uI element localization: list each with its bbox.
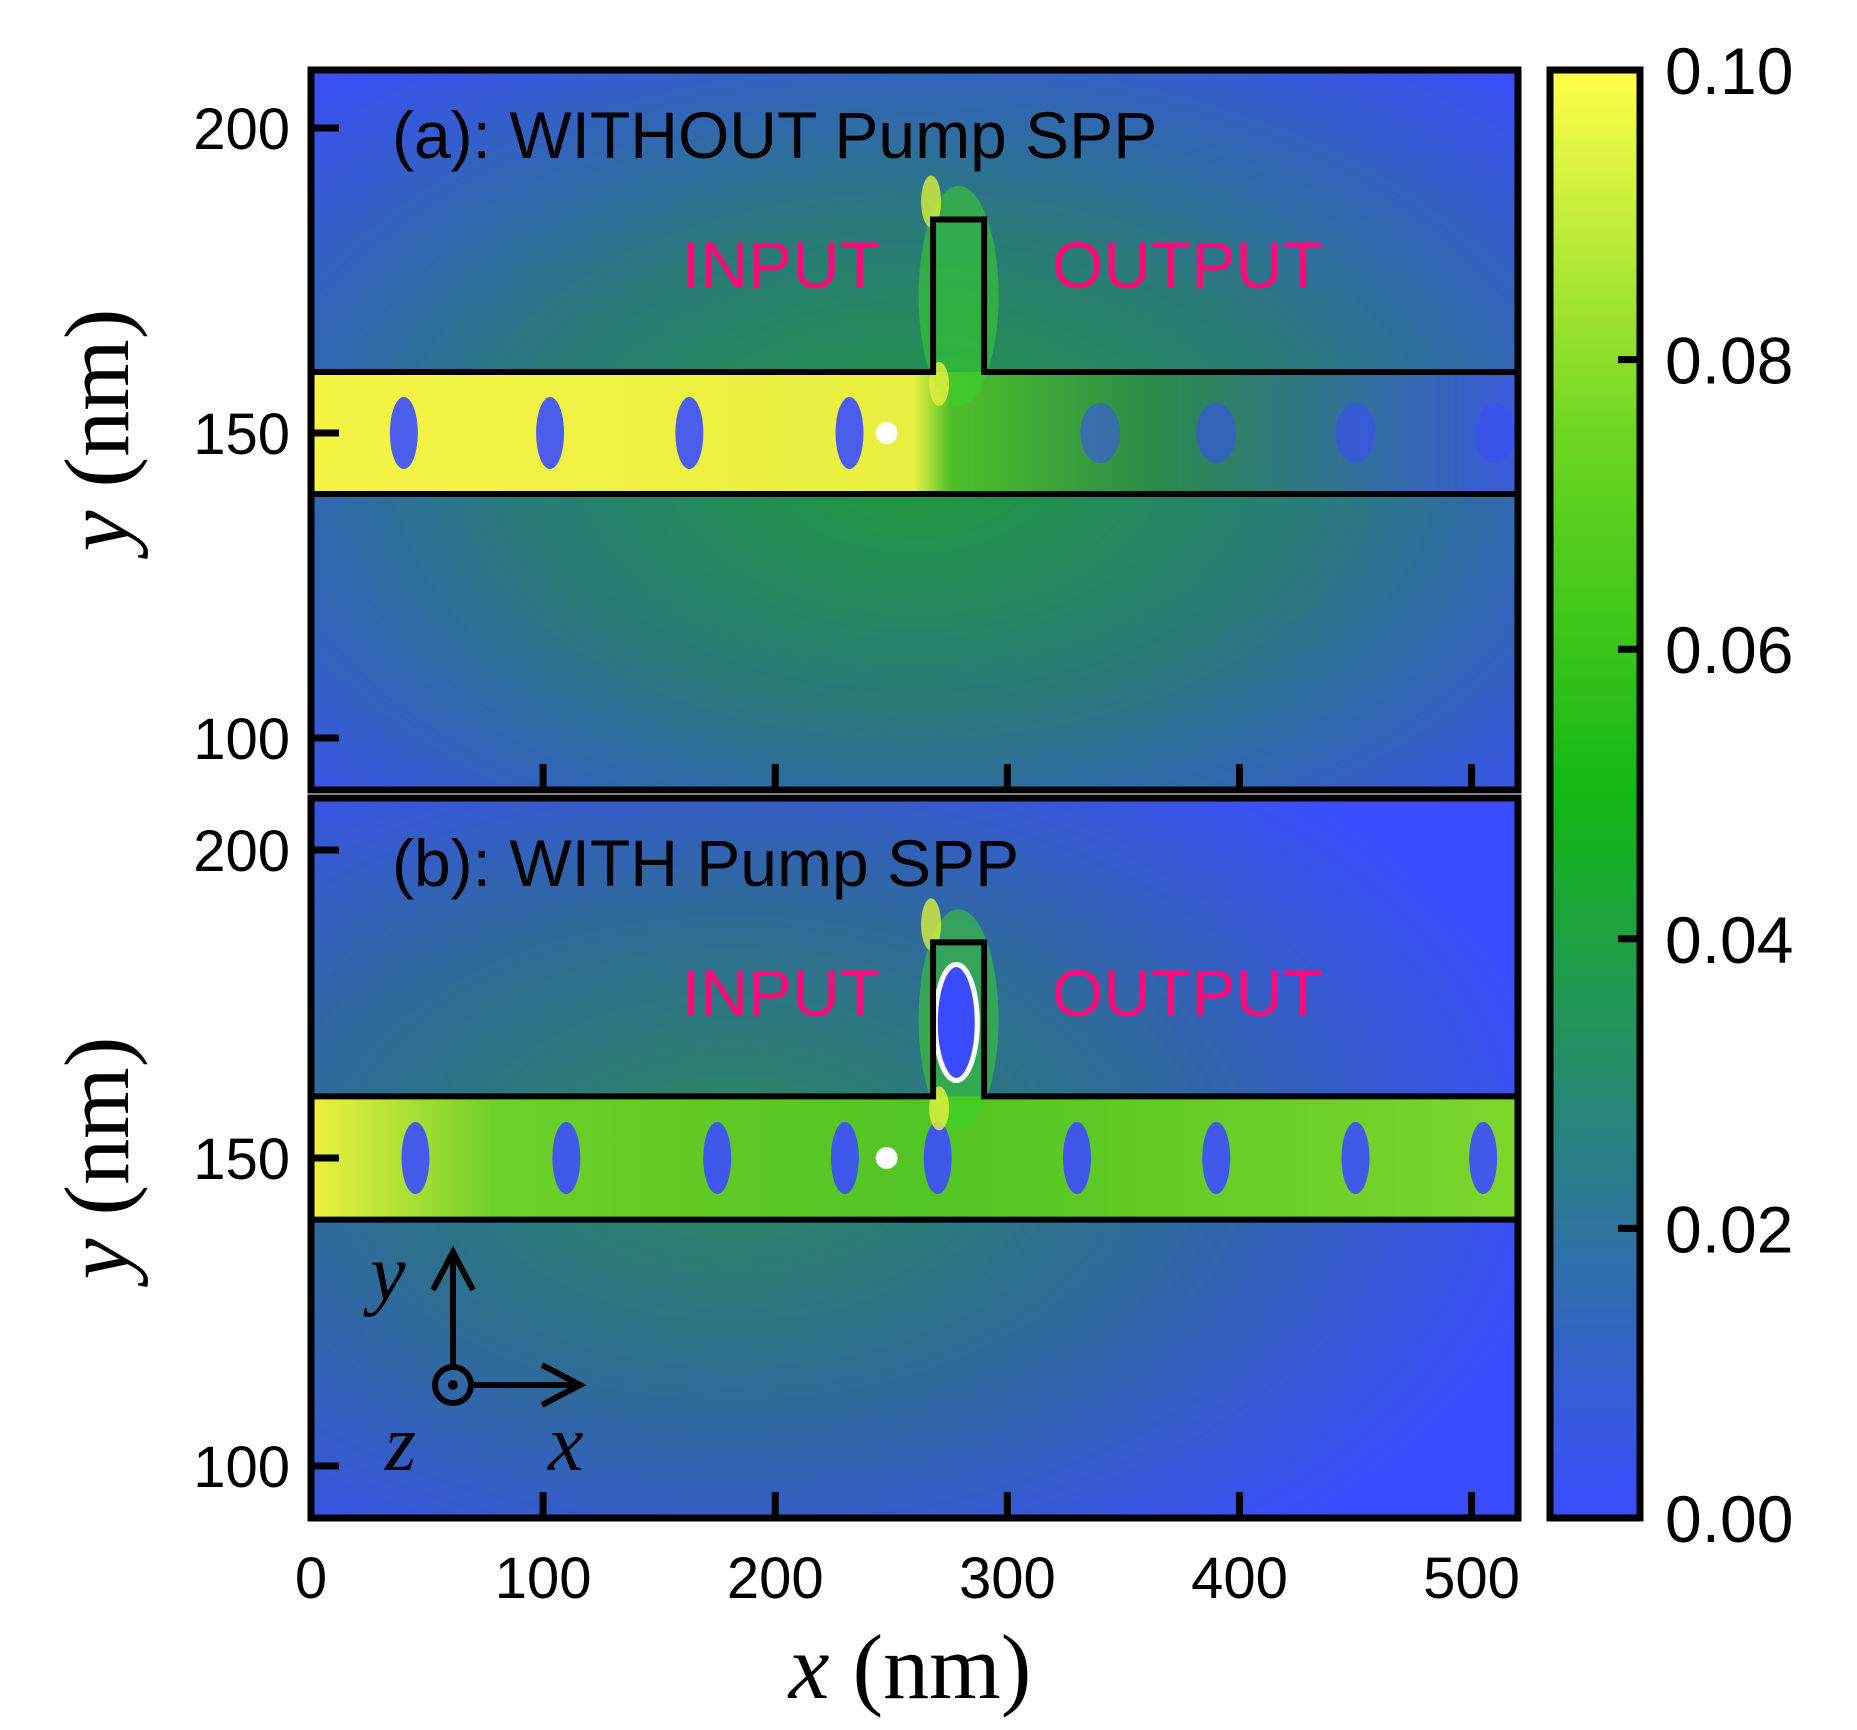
x-tick-label: 500 [1423,1546,1520,1611]
field-node [1469,1122,1498,1194]
field-node [830,1122,859,1194]
colorbar-tick-label: 0.04 [1665,903,1793,977]
colorbar-tick-label: 0.00 [1665,1482,1793,1556]
colorbar-tick-label: 0.02 [1665,1192,1793,1266]
y-axis-var: y [46,1216,148,1288]
y-axis-title: y (nm) [46,309,148,560]
y-axis-var: y [46,488,148,560]
coord-z-dot [448,1380,458,1390]
panel-title: (b): WITH Pump SPP [392,826,1019,900]
coord-x-arrowhead [540,1362,587,1408]
panel-a: (a): WITHOUT Pump SPP INPUT OUTPUT 100 150 20… [46,66,1522,794]
panel-title: (a): WITHOUT Pump SPP [392,98,1157,172]
y-tick-label: 200 [193,97,290,162]
coord-y-arrowhead [430,1245,476,1292]
coord-x-label: x [547,1400,584,1488]
input-label: INPUT [682,228,880,302]
source-point [875,422,898,444]
coord-z-circle [432,1364,474,1406]
waveguide-boundary-upper [311,939,1518,1100]
colorbar-tick-label: 0.06 [1665,613,1793,687]
field-a [311,175,1518,494]
x-tick-label: 200 [727,1546,824,1611]
pump-resonator [932,961,980,1083]
y-tick-label: 200 [193,819,290,884]
colorbar-tick-label: 0.10 [1665,34,1793,108]
source-point [875,1147,898,1169]
colorbar-tick-label: 0.08 [1665,324,1793,398]
panel-b: (b): WITH Pump SPP INPUT OUTPUT 100 150 200 y … [46,794,1522,1522]
field-node [1196,403,1237,463]
field-node [536,397,565,469]
stub-hotspot [921,898,942,951]
field-node [552,1122,581,1194]
field-node [703,1122,732,1194]
field-node [1335,403,1376,463]
stub-hotspot [921,175,942,228]
input-label: INPUT [682,956,880,1030]
coord-y-label: y [363,1230,406,1318]
field-node [1341,1122,1370,1194]
field-node [1062,1122,1091,1194]
output-label: OUTPUT [1052,956,1323,1030]
field-node [835,397,864,469]
output-label: OUTPUT [1052,228,1323,302]
waveguide-field [311,1096,1518,1220]
stub-field-glow [918,185,999,406]
field-node [923,1122,952,1194]
waveguide-field [311,372,1518,494]
y-tick-label: 150 [193,1127,290,1192]
y-tick-label: 100 [193,1435,290,1500]
field-node [1474,403,1515,463]
x-tick-label: 400 [1191,1546,1288,1611]
x-tick-label: 100 [495,1546,592,1611]
y-axis-unit: (nm) [46,309,148,488]
waveguide-boundary-upper [311,216,1518,375]
x-tick-label: 300 [959,1546,1056,1611]
field-node [1202,1122,1231,1194]
x-tick-label: 0 [295,1546,327,1611]
y-axis-title: y (nm) [46,1037,148,1288]
colorbar-bar [1546,66,1644,1522]
field-node [1080,403,1121,463]
y-tick-label: 150 [193,402,290,467]
x-axis-unit: (nm) [853,1616,1032,1718]
x-axis-title: x (nm) [787,1616,1032,1718]
field-node [389,397,418,469]
y-axis-unit: (nm) [46,1037,148,1216]
y-tick-label: 100 [193,707,290,772]
field-node [675,397,704,469]
coord-z-label: z [384,1400,416,1488]
x-axis-var: x [787,1616,853,1718]
field-node [401,1122,430,1194]
